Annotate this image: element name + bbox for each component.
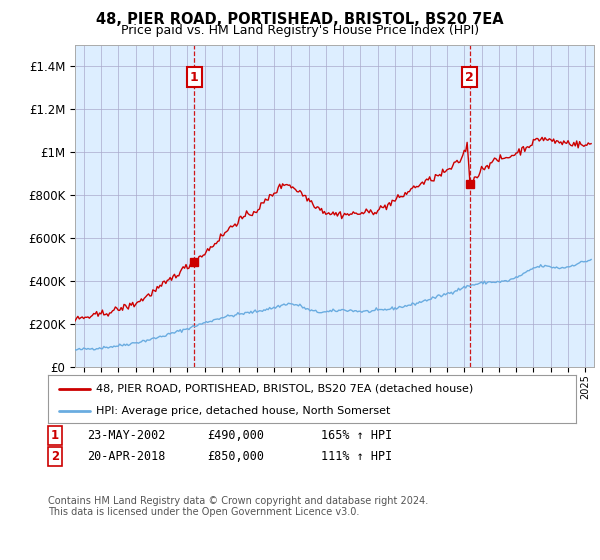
Text: 20-APR-2018: 20-APR-2018 (87, 450, 166, 463)
Text: Price paid vs. HM Land Registry's House Price Index (HPI): Price paid vs. HM Land Registry's House … (121, 24, 479, 36)
Text: Contains HM Land Registry data © Crown copyright and database right 2024.
This d: Contains HM Land Registry data © Crown c… (48, 496, 428, 517)
Text: 111% ↑ HPI: 111% ↑ HPI (321, 450, 392, 463)
Text: £850,000: £850,000 (207, 450, 264, 463)
Text: £490,000: £490,000 (207, 429, 264, 442)
Text: 1: 1 (190, 71, 199, 83)
Text: 48, PIER ROAD, PORTISHEAD, BRISTOL, BS20 7EA: 48, PIER ROAD, PORTISHEAD, BRISTOL, BS20… (96, 12, 504, 27)
Text: 2: 2 (465, 71, 474, 83)
Text: 1: 1 (51, 429, 59, 442)
Text: 2: 2 (51, 450, 59, 463)
Text: 23-MAY-2002: 23-MAY-2002 (87, 429, 166, 442)
Text: 165% ↑ HPI: 165% ↑ HPI (321, 429, 392, 442)
Text: 48, PIER ROAD, PORTISHEAD, BRISTOL, BS20 7EA (detached house): 48, PIER ROAD, PORTISHEAD, BRISTOL, BS20… (95, 384, 473, 394)
Text: HPI: Average price, detached house, North Somerset: HPI: Average price, detached house, Nort… (95, 406, 390, 416)
